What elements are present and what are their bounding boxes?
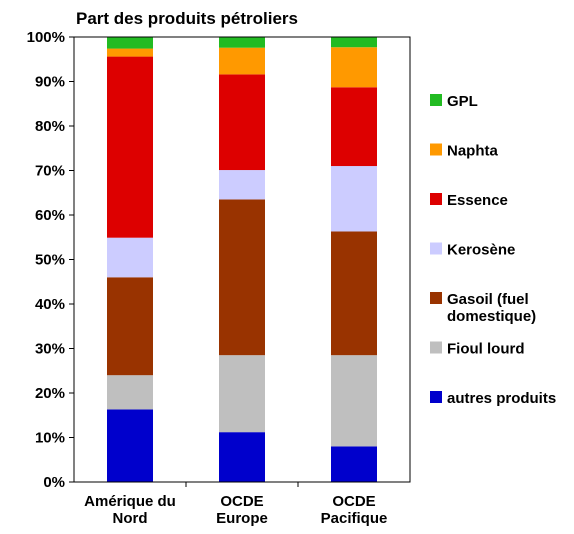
legend-swatch (430, 341, 442, 354)
bar-segment (107, 237, 153, 278)
x-tick-label: Nord (113, 510, 148, 527)
bar-segment (219, 199, 265, 356)
x-tick-label: Amérique du (84, 493, 176, 510)
x-tick-label: OCDE (332, 493, 375, 510)
legend-swatch (430, 242, 442, 255)
legend-swatch (430, 391, 442, 403)
bar-segment (219, 74, 265, 171)
bar-segment (219, 37, 265, 48)
bar-segment (107, 56, 153, 238)
legend-swatch (430, 193, 442, 205)
bar-segment (219, 355, 265, 433)
legend-item: Kerosène (430, 242, 515, 259)
legend-label: GPL (447, 93, 478, 110)
legend-label: autres produits (447, 390, 556, 407)
y-tick-label: 80% (35, 118, 65, 135)
legend-label: Naphta (447, 143, 498, 160)
bar-segment (219, 170, 265, 200)
bar-segment (107, 409, 153, 482)
x-tick-label: Pacifique (321, 510, 388, 527)
y-tick-label: 40% (35, 296, 65, 313)
bar-segment (331, 87, 377, 167)
chart-title: Part des produits pétroliers (76, 9, 298, 28)
y-tick-label: 70% (35, 163, 65, 180)
legend-swatch (430, 292, 442, 304)
legend-item: Fioul lourd (430, 341, 524, 358)
legend: GPL Naphta Essence Kerosène Gasoil (fueldome… (430, 93, 556, 407)
legend-label: domestique) (447, 308, 536, 325)
legend-swatch (430, 94, 442, 106)
y-tick-label: 90% (35, 74, 65, 91)
legend-item: Naphta (430, 143, 498, 160)
y-tick-label: 100% (27, 29, 65, 46)
bar-segment (331, 166, 377, 232)
x-tick-label: Europe (216, 510, 268, 527)
y-tick-label: 60% (35, 207, 65, 224)
bar-segment (107, 48, 153, 57)
y-tick-label: 50% (35, 252, 65, 269)
bar-segment (219, 47, 265, 75)
bar-segment (331, 37, 377, 48)
legend-item: GPL (430, 93, 478, 110)
bar-segment (331, 446, 377, 482)
bar-segment (331, 355, 377, 447)
y-tick-label: 30% (35, 341, 65, 358)
bar-segment (107, 37, 153, 49)
legend-item: Essence (430, 192, 508, 209)
legend-swatch (430, 143, 442, 156)
legend-label: Kerosène (447, 242, 515, 259)
bar-segment (331, 47, 377, 88)
bar-segment (219, 432, 265, 482)
x-tick-label: OCDE (220, 493, 263, 510)
legend-label: Gasoil (fuel (447, 291, 529, 308)
bar-segment (107, 277, 153, 376)
legend-item: autres produits (430, 390, 556, 407)
legend-label: Essence (447, 192, 508, 209)
plot-border (73, 36, 411, 483)
y-tick-label: 20% (35, 385, 65, 402)
y-tick-label: 10% (35, 430, 65, 447)
plot-area: 0% 10% 20% 30% 40% 50% 60% 70% 80% 90% 100% Amériqu… (27, 29, 411, 527)
legend-label: Fioul lourd (447, 341, 524, 358)
bar-segment (107, 375, 153, 410)
bar-segment (331, 231, 377, 356)
y-tick-label: 0% (43, 474, 65, 491)
